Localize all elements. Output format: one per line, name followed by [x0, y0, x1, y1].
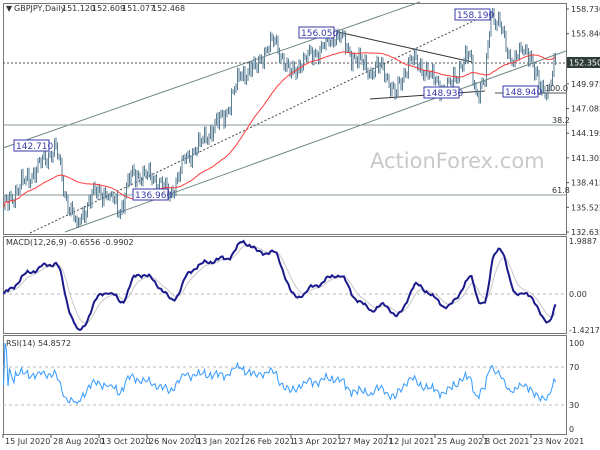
close-value: 152.468: [152, 4, 185, 13]
date-tick-label: 13 Oct 2020: [101, 437, 150, 446]
date-tick-label: 28 Aug 2020: [53, 437, 104, 446]
date-tick-label: 23 Nov 2021: [533, 437, 584, 446]
date-tick-label: 12 Jul 2021: [389, 437, 434, 446]
fib-labels: 38.2 61.8 100.0: [545, 84, 570, 195]
price-tick-label: 141.305: [571, 154, 600, 163]
swing-label: 148.930: [426, 89, 463, 99]
header: ▼ GBPJPY,Daily 151.120 152.609 151.077 1…: [6, 4, 185, 13]
swing-label: 148.940: [505, 88, 542, 98]
watermark: ActionForex.com: [370, 149, 545, 173]
current-price-box: [567, 57, 600, 68]
open-value: 151.120: [62, 4, 95, 13]
collapse-triangle-icon[interactable]: ▼: [6, 4, 13, 13]
channel-upper-line: [2, 1, 421, 149]
price-tick-label: 158.730: [571, 5, 600, 14]
date-tick-label: 13 Jan 2021: [197, 437, 245, 446]
macd-panel: [3, 236, 567, 334]
swing-label: 142.710: [16, 142, 53, 152]
price-axis: 158.730 155.840 149.975 147.085 144.195 141.3…: [566, 5, 600, 237]
swing-label-box: [502, 85, 539, 98]
swing-label-box: [423, 86, 460, 99]
channel-mid-line: [29, 12, 491, 234]
price-tick-label: 155.840: [571, 30, 600, 39]
rsi-line: [3, 342, 556, 405]
rsi-tick-70: 70: [569, 363, 579, 372]
panel-frames: [3, 3, 567, 435]
date-tick-label: 26 Feb 2021: [245, 437, 295, 446]
rsi-tick-30: 30: [569, 401, 579, 410]
price-tick-label: 135.525: [571, 203, 600, 212]
swing-label-box: [132, 188, 169, 201]
channel-lower-line: [64, 50, 567, 233]
rsi-title: RSI(14) 54.8572: [6, 339, 71, 348]
macd-tick-zero: 0.00: [569, 290, 587, 299]
low-value: 151.077: [122, 4, 155, 13]
rsi-tick-100: 100: [569, 339, 584, 348]
triangle-upper-line: [337, 31, 473, 63]
swing-label-box: [13, 139, 50, 152]
swing-label: 158.190: [457, 11, 494, 21]
macd-signal-line: [3, 245, 556, 324]
swing-label-box: [454, 8, 491, 21]
high-value: 152.609: [92, 4, 125, 13]
swing-label: 156.050: [301, 29, 338, 39]
macd-title: MACD(12,26,9) -0.6556 -0.9902: [6, 238, 134, 247]
symbol-label: GBPJPY,Daily: [14, 4, 65, 13]
price-tick-label: 149.975: [571, 80, 600, 89]
date-tick-label: 26 Nov 2020: [149, 437, 200, 446]
fib-61-label: 61.8: [552, 186, 570, 195]
rsi-tick-0: 0: [569, 425, 574, 434]
date-tick-label: 8 Oct 2021: [485, 437, 529, 446]
fe-100-label: 100.0: [545, 84, 568, 93]
current-price-label: 152.350: [569, 59, 600, 68]
price-tick-label: 138.415: [571, 179, 600, 188]
macd-tick-min: -1.4217: [569, 326, 600, 335]
date-tick-label: 25 Aug 2021: [437, 437, 488, 446]
macd-tick-max: 1.9887: [569, 237, 597, 246]
swing-labels: 142.710 136.960 156.050 148.930 158.190 148.9…: [13, 8, 542, 201]
date-tick-label: 15 Jul 2020: [5, 437, 50, 446]
main-panel: [3, 3, 567, 235]
price-tick-label: 144.195: [571, 129, 600, 138]
date-tick-label: 27 May 2021: [341, 437, 393, 446]
price-tick-label: 132.635: [571, 228, 600, 237]
swing-label-box: [298, 26, 335, 39]
fib-38-label: 38.2: [552, 116, 570, 125]
price-tick-label: 147.085: [571, 105, 600, 114]
macd-line: [2, 239, 557, 332]
swing-label: 136.960: [135, 191, 172, 201]
trend-lines: [2, 1, 567, 234]
date-tick-label: 13 Apr 2021: [293, 437, 342, 446]
rsi-panel: [3, 335, 567, 435]
moving-average-line: [3, 51, 556, 208]
